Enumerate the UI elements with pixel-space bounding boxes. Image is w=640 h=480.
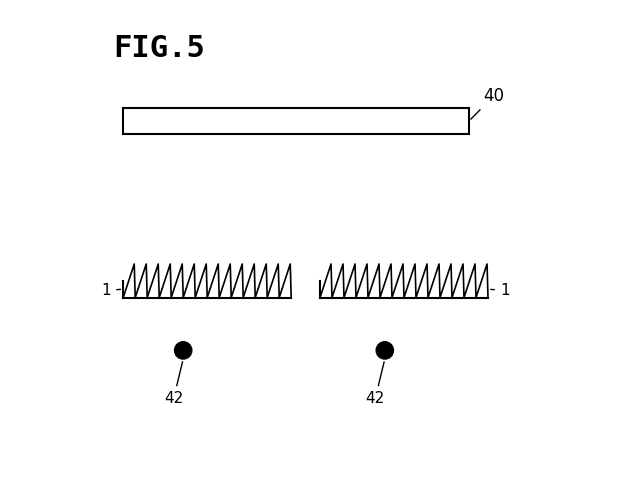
Circle shape — [376, 342, 394, 359]
FancyBboxPatch shape — [123, 108, 468, 134]
Text: FIG.5: FIG.5 — [114, 34, 205, 62]
Text: 1: 1 — [102, 283, 120, 298]
Circle shape — [175, 342, 192, 359]
Text: 40: 40 — [471, 87, 504, 119]
Text: 42: 42 — [164, 362, 183, 406]
Text: 1: 1 — [491, 283, 509, 298]
Text: 42: 42 — [365, 362, 385, 406]
